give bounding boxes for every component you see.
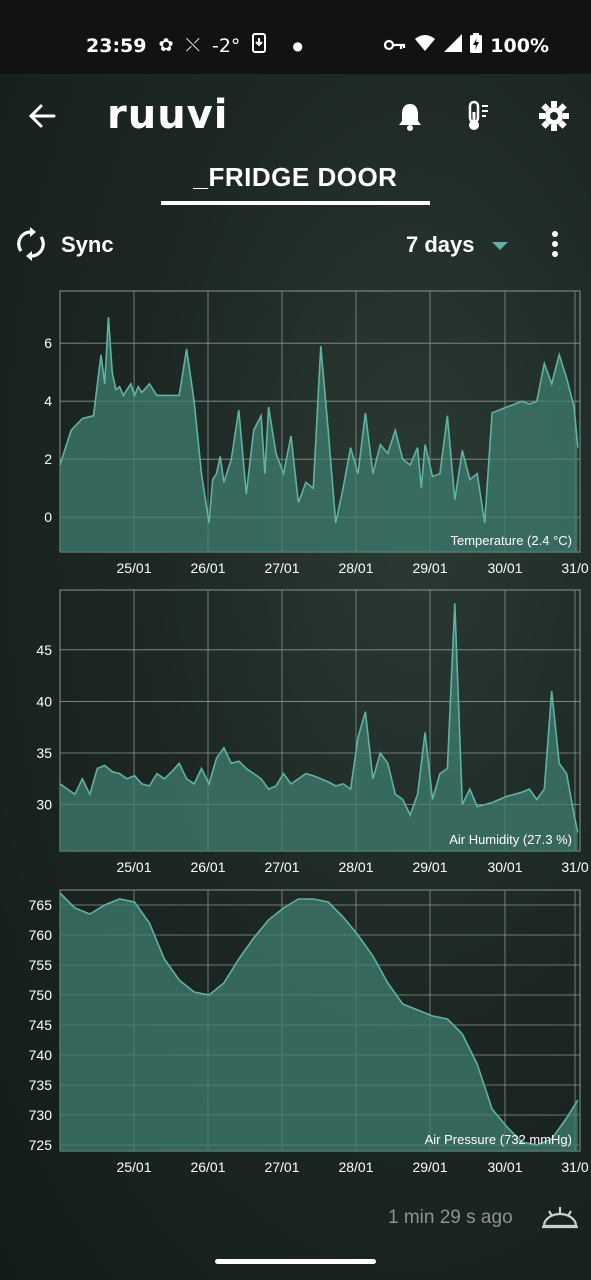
y-tick-label: 40 bbox=[36, 693, 52, 709]
x-tick-label: 27/01 bbox=[264, 1159, 299, 1175]
humidity-chart[interactable]: 25/01 26/01 27/01 28/01 29/01 30/01 31/0 30 35 40… bbox=[36, 589, 589, 875]
status-time: 23:59 bbox=[86, 34, 147, 57]
y-tick-label: 750 bbox=[29, 987, 53, 1003]
sync-toolbar: Sync 7 days bbox=[0, 222, 591, 268]
period-selector[interactable]: 7 days bbox=[406, 232, 475, 257]
activity-icon: ⤬ bbox=[185, 35, 200, 56]
series-line bbox=[59, 317, 579, 524]
x-tick-label: 29/01 bbox=[412, 1159, 447, 1175]
battery-icon bbox=[470, 33, 483, 58]
gateway-icon[interactable] bbox=[540, 1204, 580, 1230]
x-tick-label: 29/01 bbox=[412, 560, 447, 576]
y-tick-label: 725 bbox=[29, 1137, 53, 1153]
sensor-name: _FRIDGE DOOR bbox=[193, 162, 398, 192]
ruuvi-logo: ruuvi bbox=[107, 92, 229, 138]
key-icon bbox=[384, 35, 406, 57]
x-tick-label: 27/01 bbox=[264, 560, 299, 576]
series-label: Temperature (2.4 °C) bbox=[450, 533, 572, 548]
series-area bbox=[60, 893, 578, 1151]
thermometer-icon[interactable] bbox=[462, 100, 494, 132]
pressure-chart[interactable]: 25/01 26/01 27/01 28/01 29/01 30/01 31/0 725 730… bbox=[29, 889, 589, 1175]
x-tick-label: 31/0 bbox=[561, 1159, 588, 1175]
x-tick-label: 28/01 bbox=[338, 560, 373, 576]
x-tick-label: 25/01 bbox=[116, 1159, 151, 1175]
y-tick-label: 745 bbox=[29, 1017, 53, 1033]
temperature-chart[interactable]: 25/01 26/01 27/01 28/01 29/01 30/01 31/0 0 2 4 6 Te… bbox=[44, 290, 589, 576]
charts-area: 25/01 26/01 27/01 28/01 29/01 30/01 31/0 0 2 4 6 Te… bbox=[29, 290, 589, 1175]
series-line bbox=[59, 603, 579, 833]
gesture-nav-bar[interactable] bbox=[215, 1259, 376, 1264]
signal-icon bbox=[444, 34, 463, 57]
tab-indicator bbox=[161, 201, 430, 205]
series-area bbox=[60, 317, 578, 552]
y-tick-label: 0 bbox=[44, 509, 52, 525]
bell-icon[interactable] bbox=[394, 100, 426, 132]
x-tick-label: 28/01 bbox=[338, 1159, 373, 1175]
y-tick-label: 2 bbox=[44, 451, 52, 467]
sync-icon[interactable] bbox=[16, 226, 46, 262]
dot-icon: ● bbox=[292, 38, 303, 53]
x-tick-label: 26/01 bbox=[190, 560, 225, 576]
y-tick-label: 760 bbox=[29, 927, 53, 943]
sensor-title-tab[interactable]: _FRIDGE DOOR bbox=[0, 162, 591, 193]
y-tick-label: 30 bbox=[36, 797, 52, 813]
x-tick-label: 28/01 bbox=[338, 859, 373, 875]
y-tick-label: 4 bbox=[44, 393, 52, 409]
x-tick-label: 26/01 bbox=[190, 1159, 225, 1175]
y-tick-label: 755 bbox=[29, 957, 53, 973]
app-bar: ruuvi bbox=[0, 74, 591, 160]
y-tick-label: 740 bbox=[29, 1047, 53, 1063]
x-tick-label: 25/01 bbox=[116, 859, 151, 875]
pet-icon: ✿ bbox=[158, 35, 174, 56]
y-tick-label: 730 bbox=[29, 1107, 53, 1123]
gear-icon[interactable] bbox=[538, 100, 570, 132]
y-tick-label: 765 bbox=[29, 897, 53, 913]
battery-percent: 100% bbox=[490, 34, 549, 57]
sync-button[interactable]: Sync bbox=[61, 232, 114, 257]
x-tick-label: 31/0 bbox=[561, 560, 588, 576]
y-tick-label: 35 bbox=[36, 745, 52, 761]
more-vert-icon[interactable] bbox=[546, 230, 564, 260]
x-tick-label: 29/01 bbox=[412, 859, 447, 875]
download-icon bbox=[252, 33, 267, 58]
x-tick-label: 27/01 bbox=[264, 859, 299, 875]
series-line bbox=[59, 892, 579, 1146]
wifi-icon bbox=[414, 34, 436, 57]
series-area bbox=[60, 603, 578, 851]
x-tick-label: 30/01 bbox=[487, 859, 522, 875]
y-tick-label: 45 bbox=[36, 642, 52, 658]
chevron-down-icon[interactable] bbox=[492, 242, 508, 250]
last-updated-text: 1 min 29 s ago bbox=[388, 1207, 513, 1228]
x-tick-label: 30/01 bbox=[487, 560, 522, 576]
series-label: Air Pressure (732 mmHg) bbox=[425, 1132, 572, 1147]
x-tick-label: 30/01 bbox=[487, 1159, 522, 1175]
y-tick-label: 735 bbox=[29, 1077, 53, 1093]
back-arrow-icon[interactable] bbox=[26, 100, 58, 132]
x-tick-label: 25/01 bbox=[116, 560, 151, 576]
x-tick-label: 31/0 bbox=[561, 859, 588, 875]
status-temperature: -2° bbox=[211, 34, 241, 57]
status-bar: 23:59 ✿ ⤬ -2° ● 100% bbox=[0, 0, 591, 74]
y-tick-label: 6 bbox=[44, 335, 52, 351]
series-label: Air Humidity (27.3 %) bbox=[449, 832, 572, 847]
x-tick-label: 26/01 bbox=[190, 859, 225, 875]
